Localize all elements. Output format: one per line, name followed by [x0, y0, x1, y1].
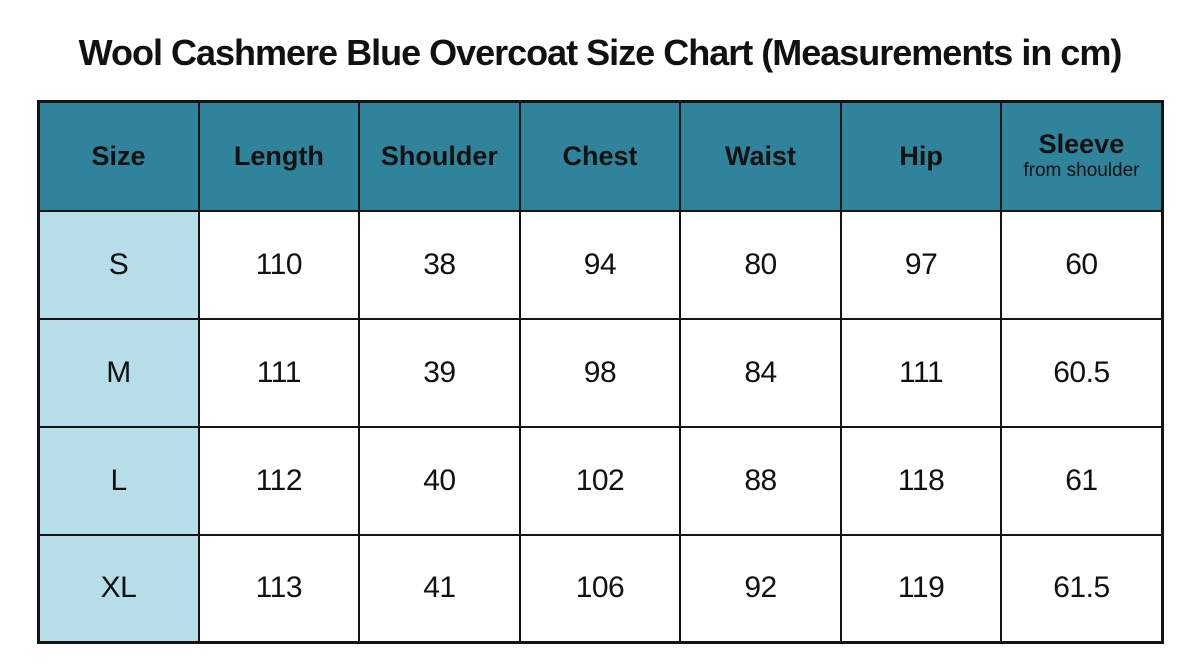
size-label-cell: L — [37, 425, 200, 536]
sleeve-value-cell: 61 — [1000, 425, 1163, 536]
length-value-cell: 111 — [197, 317, 361, 428]
sleeve-value-cell: 60 — [1000, 209, 1163, 320]
header-cell-size: Size — [37, 100, 200, 212]
hip-value-cell: 111 — [839, 317, 1003, 428]
chest-value-cell: 102 — [518, 425, 682, 536]
shoulder-value-cell: 39 — [358, 317, 521, 428]
header-cell-length: Length — [197, 100, 361, 212]
waist-value-cell: 84 — [679, 317, 842, 428]
size-chart-table: Size Length Shoulder Chest Waist Hip Sle… — [36, 100, 1164, 644]
header-row: Size Length Shoulder Chest Waist Hip Sle… — [37, 100, 1163, 212]
shoulder-value-cell: 41 — [358, 533, 521, 644]
chest-value-cell: 94 — [518, 209, 682, 320]
waist-value-cell: 92 — [679, 533, 842, 644]
page-title: Wool Cashmere Blue Overcoat Size Chart (… — [78, 32, 1123, 73]
table-header: Size Length Shoulder Chest Waist Hip Sle… — [37, 100, 1163, 212]
shoulder-value-cell: 40 — [358, 425, 521, 536]
header-cell-hip: Hip — [839, 100, 1003, 212]
table-row-l: L 112 40 102 88 118 61 — [37, 425, 1163, 536]
table-row-s: S 110 38 94 80 97 60 — [37, 209, 1163, 320]
length-value-cell: 113 — [197, 533, 361, 644]
waist-value-cell: 88 — [679, 425, 842, 536]
length-value-cell: 112 — [197, 425, 361, 536]
size-label-cell: S — [37, 209, 200, 320]
hip-value-cell: 118 — [839, 425, 1003, 536]
header-sleeve-subtext: from shoulder — [1023, 160, 1140, 182]
sleeve-value-cell: 60.5 — [1000, 317, 1163, 428]
table-body: S 110 38 94 80 97 60 M 111 39 98 84 111 … — [37, 209, 1163, 644]
header-cell-shoulder: Shoulder — [358, 100, 521, 212]
table-row-m: M 111 39 98 84 111 60.5 — [37, 317, 1163, 428]
waist-value-cell: 80 — [679, 209, 842, 320]
size-label-cell: XL — [37, 533, 200, 644]
hip-value-cell: 119 — [839, 533, 1003, 644]
shoulder-value-cell: 38 — [358, 209, 521, 320]
table-row-xl: XL 113 41 106 92 119 61.5 — [37, 533, 1163, 644]
chest-value-cell: 98 — [518, 317, 682, 428]
sleeve-value-cell: 61.5 — [1000, 533, 1163, 644]
size-label-cell: M — [37, 317, 200, 428]
header-sleeve-label: Sleeve — [1038, 129, 1125, 160]
hip-value-cell: 97 — [839, 209, 1003, 320]
chest-value-cell: 106 — [518, 533, 682, 644]
header-cell-waist: Waist — [679, 100, 842, 212]
header-cell-sleeve: Sleeve from shoulder — [1000, 100, 1163, 212]
length-value-cell: 110 — [197, 209, 361, 320]
header-cell-chest: Chest — [518, 100, 682, 212]
